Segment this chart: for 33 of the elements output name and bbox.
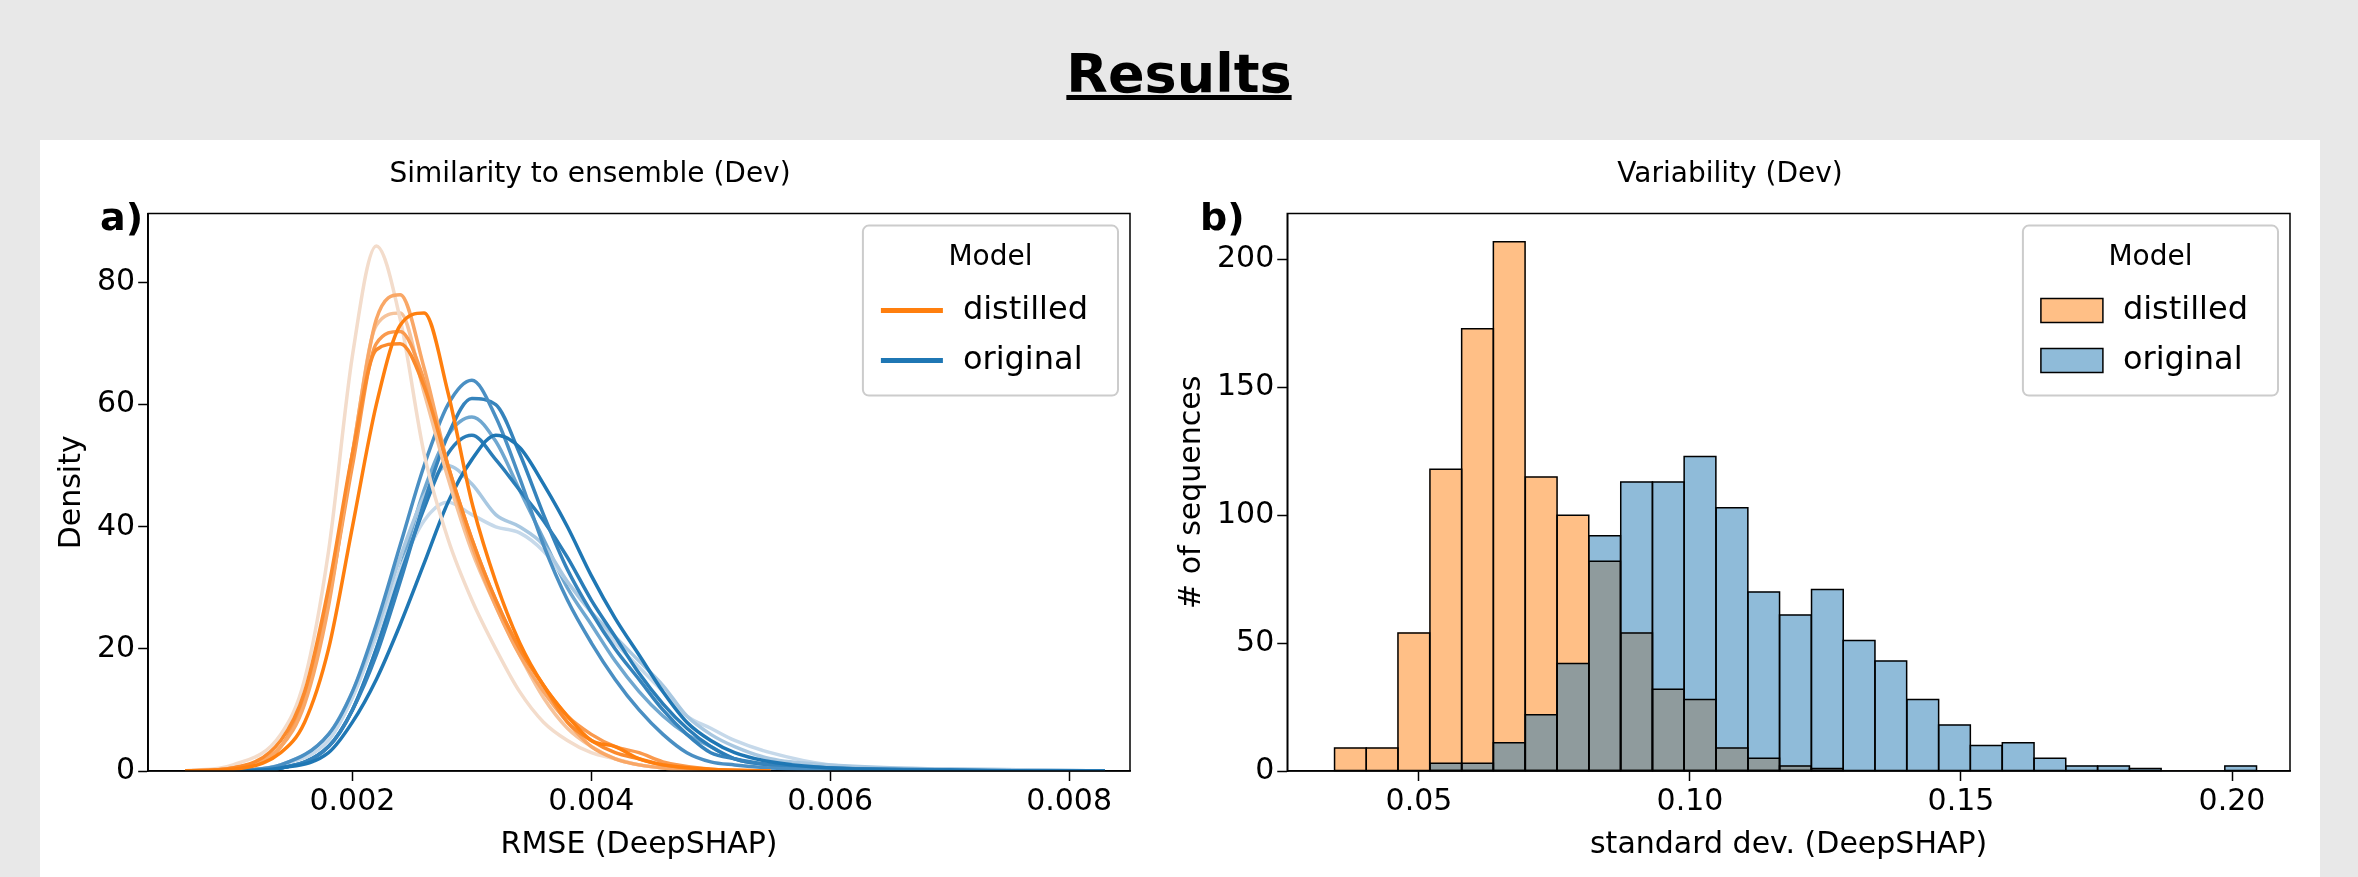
y-tick-label: 20 bbox=[96, 628, 136, 664]
y-tick-label: 80 bbox=[96, 262, 136, 298]
y-tick-label: 60 bbox=[96, 384, 136, 420]
legend-label: original bbox=[962, 338, 1083, 377]
x-tick-label: 0.20 bbox=[2198, 781, 2266, 817]
y-axis-title: # of sequences bbox=[1171, 375, 1207, 609]
text: Results bbox=[1065, 42, 1293, 105]
x-tick-label: 0.004 bbox=[548, 781, 635, 817]
text: b) bbox=[1200, 195, 1245, 239]
legend-label: distilled bbox=[2122, 288, 2248, 327]
y-tick-label: 0 bbox=[116, 750, 136, 786]
legend-title: Model bbox=[948, 238, 1033, 272]
x-tick-label: 0.008 bbox=[1026, 781, 1113, 817]
legend-title: Model bbox=[2108, 238, 2193, 272]
y-tick-label: 200 bbox=[1217, 239, 1275, 275]
legend-label: distilled bbox=[962, 288, 1088, 327]
y-tick-label: 40 bbox=[96, 506, 136, 542]
x-tick-label: 0.10 bbox=[1656, 781, 1724, 817]
x-tick-label: 0.002 bbox=[309, 781, 396, 817]
y-tick-label: 150 bbox=[1217, 367, 1275, 403]
chart-title: Variability (Dev) bbox=[1617, 156, 1843, 190]
y-tick-label: 50 bbox=[1236, 622, 1275, 658]
x-tick-label: 0.006 bbox=[787, 781, 874, 817]
x-axis-title: RMSE (DeepSHAP) bbox=[500, 824, 778, 860]
chart-title: Similarity to ensemble (Dev) bbox=[389, 156, 791, 190]
x-axis-title: standard dev. (DeepSHAP) bbox=[1589, 824, 1988, 860]
text: a) bbox=[100, 195, 144, 239]
y-tick-label: 100 bbox=[1217, 495, 1275, 531]
y-tick-label: 0 bbox=[1255, 750, 1275, 786]
y-axis-title: Density bbox=[51, 435, 87, 550]
legend-label: original bbox=[2122, 338, 2243, 377]
x-tick-label: 0.15 bbox=[1927, 781, 1995, 817]
x-tick-label: 0.05 bbox=[1385, 781, 1453, 817]
